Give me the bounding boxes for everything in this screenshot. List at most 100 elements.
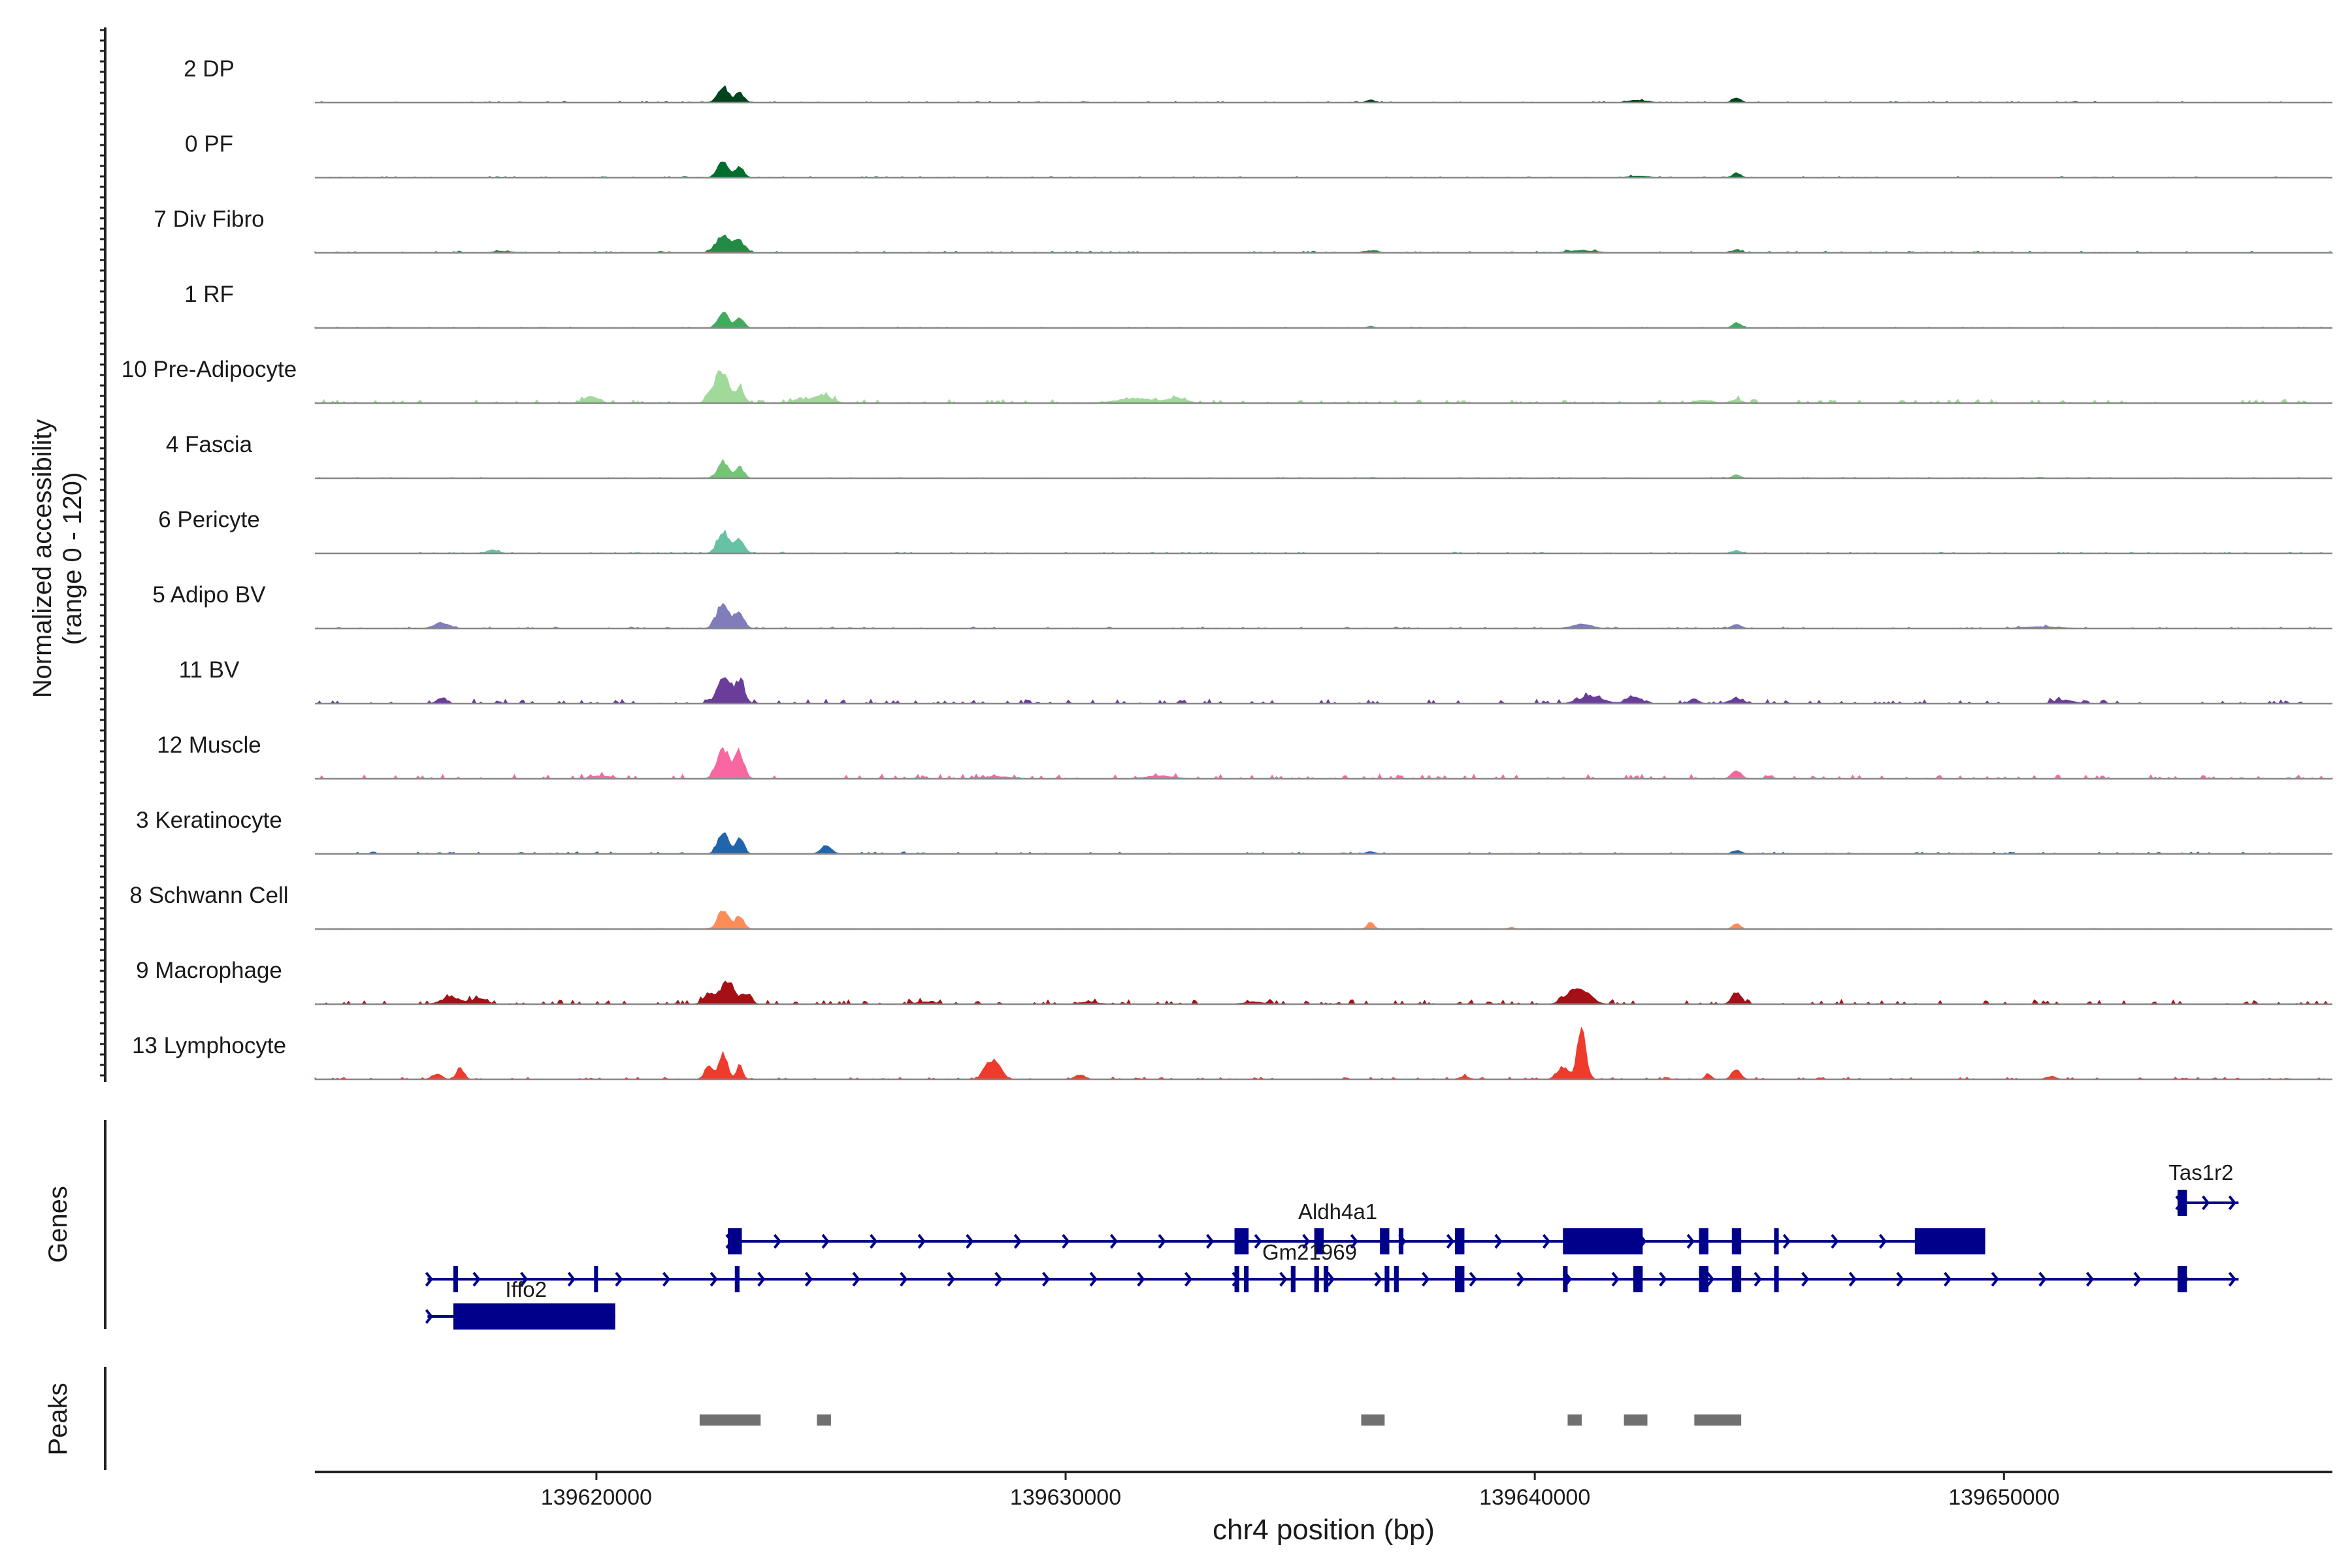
track-5-adipo-bv: 5 Adipo BV: [152, 582, 2332, 630]
strand-arrow: [947, 1271, 955, 1287]
track-7-div-fibro: 7 Div Fibro: [154, 206, 2334, 254]
strand-arrow: [1991, 1271, 1999, 1287]
exon: [453, 1266, 459, 1292]
exon: [1563, 1266, 1568, 1292]
exon: [1563, 1228, 1643, 1254]
track-label: 11 BV: [179, 657, 240, 683]
coverage-y-ticks: [100, 29, 105, 1077]
track-9-macrophage: 9 Macrophage: [136, 958, 2332, 1005]
strand-arrow: [520, 1271, 529, 1287]
x-axis-label: chr4 position (bp): [1213, 1514, 1435, 1546]
exon: [1731, 1266, 1742, 1292]
strand-arrow: [1422, 1271, 1430, 1287]
track-label: 3 Keratinocyte: [136, 808, 282, 833]
strand-arrow: [994, 1271, 1003, 1287]
track-label: 2 DP: [184, 56, 235, 82]
strand-arrow: [662, 1271, 671, 1287]
coverage-tracks: 2 DP 0 PF 7 Div Fibro 1 RF 10 Pre-Adipocyte 4…: [122, 56, 2334, 1081]
strand-arrow: [1089, 1271, 1098, 1287]
strand-arrow: [1326, 1271, 1335, 1287]
exon: [1398, 1228, 1404, 1254]
peak-regions: [699, 1414, 1742, 1426]
y-axis-label-line1: Normalized accessibility: [28, 419, 57, 698]
exon: [1774, 1228, 1779, 1254]
track-label: 9 Macrophage: [136, 958, 282, 983]
track-0-pf: 0 PF: [185, 131, 2332, 179]
exon: [1314, 1228, 1324, 1254]
track-2-dp: 2 DP: [184, 56, 2332, 104]
strand-arrow: [1109, 1233, 1119, 1249]
strand-arrow: [2228, 1271, 2236, 1287]
track-3-keratinocyte: 3 Keratinocyte: [136, 808, 2332, 855]
strand-arrow: [1279, 1271, 1288, 1287]
exon: [2178, 1190, 2187, 1216]
exon: [2178, 1266, 2187, 1292]
exon: [1699, 1228, 1708, 1254]
track-label: 8 Schwann Cell: [129, 883, 288, 908]
gene-label: Aldh4a1: [1298, 1200, 1377, 1224]
strand-arrow: [1137, 1271, 1145, 1287]
strand-arrow: [1013, 1233, 1022, 1249]
track-label: 4 Fascia: [166, 432, 253, 457]
strand-arrow: [1469, 1271, 1477, 1287]
x-tick-label: 139650000: [1948, 1485, 2059, 1510]
strand-arrow: [1944, 1271, 1952, 1287]
gene-aldh4a1: Aldh4a1: [725, 1200, 1985, 1254]
exon: [1314, 1266, 1319, 1292]
x-tick-label: 139620000: [541, 1485, 652, 1510]
track-label: 7 Div Fibro: [154, 206, 264, 232]
exon: [1384, 1266, 1390, 1292]
strand-arrow: [821, 1233, 830, 1249]
track-13-lymphocyte: 13 Lymphocyte: [132, 1026, 2332, 1081]
peak-region: [1624, 1414, 1648, 1426]
track-label: 0 PF: [185, 131, 233, 157]
exon: [1324, 1266, 1329, 1292]
strand-arrow: [1254, 1233, 1262, 1249]
gene-annotations: Aldh4a1 Gm21969 Iffo2 Tas1r2: [425, 1160, 2239, 1330]
strand-arrow: [2202, 1195, 2210, 1211]
track-label: 12 Muscle: [157, 732, 261, 758]
track-4-fascia: 4 Fascia: [166, 432, 2332, 480]
exon: [1243, 1266, 1249, 1292]
track-10-pre-adipocyte: 10 Pre-Adipocyte: [122, 357, 2332, 404]
strand-arrow: [1848, 1271, 1857, 1287]
gene-tas1r2: Tas1r2: [2168, 1160, 2239, 1216]
strand-arrow: [1542, 1233, 1551, 1249]
strand-arrow: [1184, 1271, 1193, 1287]
track-12-muscle: 12 Muscle: [157, 732, 2333, 780]
peak-region: [1567, 1414, 1582, 1426]
strand-arrow: [425, 1309, 433, 1324]
strand-arrow: [472, 1271, 481, 1287]
peak-region: [1694, 1414, 1742, 1426]
strand-arrow: [870, 1233, 878, 1249]
strand-arrow: [917, 1233, 926, 1249]
strand-arrow: [773, 1233, 782, 1249]
track-label: 10 Pre-Adipocyte: [122, 357, 297, 382]
strand-arrow: [1754, 1271, 1762, 1287]
exon: [1455, 1266, 1465, 1292]
exon: [1290, 1266, 1296, 1292]
exon: [1234, 1228, 1249, 1254]
strand-arrow: [1706, 1271, 1714, 1287]
exon: [1731, 1228, 1742, 1254]
exon: [727, 1228, 742, 1254]
exon: [1455, 1228, 1465, 1254]
track-11-bv: 11 BV: [179, 657, 2332, 705]
strand-arrow: [804, 1271, 813, 1287]
gene-label: Tas1r2: [2168, 1160, 2233, 1184]
strand-arrow: [900, 1271, 908, 1287]
strand-arrow: [1782, 1233, 1791, 1249]
strand-arrow: [1516, 1271, 1525, 1287]
strand-arrow: [2085, 1271, 2095, 1287]
peak-region: [699, 1414, 761, 1426]
exon: [453, 1303, 615, 1330]
strand-arrow: [1302, 1233, 1311, 1249]
strand-arrow: [1686, 1233, 1695, 1249]
gene-iffo2: Iffo2: [425, 1277, 615, 1330]
exon: [734, 1266, 740, 1292]
exon: [1633, 1266, 1643, 1292]
gene-label: Gm21969: [1262, 1240, 1357, 1264]
track-label: 13 Lymphocyte: [132, 1033, 286, 1058]
strand-arrow: [852, 1271, 860, 1287]
